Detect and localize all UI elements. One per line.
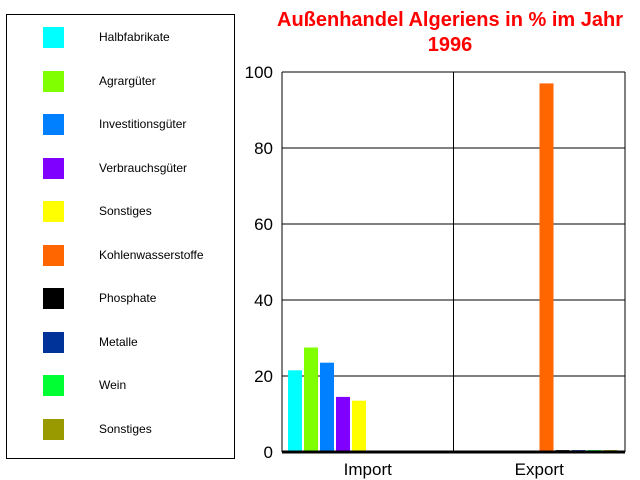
legend-item: Phosphate [7,288,234,310]
y-tick-label: 20 [254,367,273,386]
legend-swatch [43,70,64,92]
legend: Halbfabrikate Agrargüter Investitionsgüter… [6,14,235,459]
legend-item: Wein [7,375,234,397]
y-tick-label: 100 [245,63,273,82]
chart-title: Außenhandel Algeriens in % im Jahr 1996 [277,9,623,56]
legend-label: Sonstiges [99,204,152,218]
y-tick-label: 80 [254,139,273,158]
legend-label: Sonstiges [99,421,152,436]
legend-swatch [43,157,64,179]
legend-item: Sonstiges [7,418,234,441]
legend-item: Investitionsgüter [7,114,234,136]
bar [352,400,366,452]
legend-label: Halbfabrikate [99,30,170,44]
legend-item: Kohlenwasserstoffe [7,244,234,267]
legend-swatch [43,114,64,135]
legend-label: Verbrauchsgüter [99,160,188,175]
bar [336,396,350,452]
bar [288,370,302,452]
x-category-label: Export [515,460,564,479]
legend-item: Agrargüter [7,70,234,93]
x-category-label: Import [344,460,392,479]
legend-swatch [43,244,64,266]
legend-swatch [43,331,64,353]
legend-label: Wein [99,378,127,392]
legend-label: Kohlenwasserstoffe [99,247,204,262]
legend-item: Verbrauchsgüter [7,157,234,180]
legend-swatch [43,201,64,222]
bar [304,347,318,452]
legend-swatch [43,27,64,48]
legend-swatch [43,375,64,396]
legend-item: Halbfabrikate [7,27,234,49]
legend-swatch [43,418,64,440]
bar [320,362,334,452]
legend-label: Phosphate [99,291,157,305]
legend-item: Sonstiges [7,201,234,223]
y-tick-label: 60 [254,215,273,234]
y-tick-label: 0 [264,443,273,462]
y-tick-label: 40 [254,291,273,310]
legend-label: Investitionsgüter [99,117,187,131]
legend-item: Metalle [7,331,234,354]
legend-label: Metalle [99,334,138,349]
legend-swatch [43,288,64,309]
legend-label: Agrargüter [99,73,156,88]
bar [539,83,554,453]
